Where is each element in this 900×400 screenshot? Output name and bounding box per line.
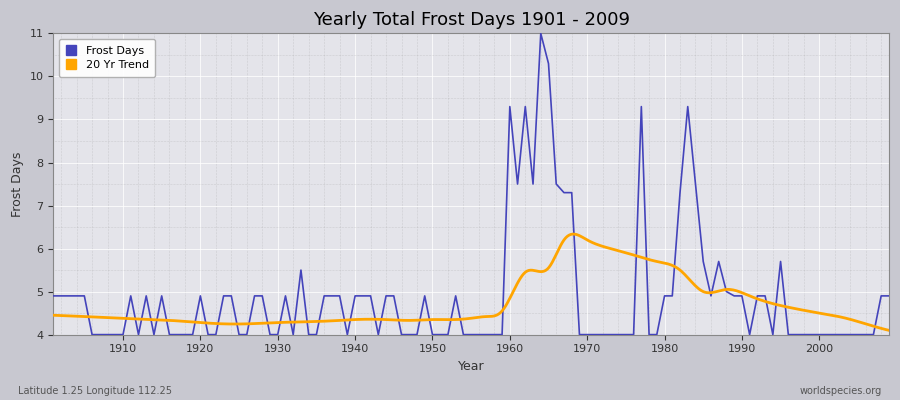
Y-axis label: Frost Days: Frost Days	[11, 151, 24, 217]
Frost Days	[334, 294, 345, 298]
20 Yr Trend	[48, 313, 58, 318]
Legend: Frost Days, 20 Yr Trend: Frost Days, 20 Yr Trend	[58, 39, 156, 77]
Text: Latitude 1.25 Longitude 112.25: Latitude 1.25 Longitude 112.25	[18, 386, 172, 396]
Frost Days	[118, 332, 129, 337]
Frost Days	[48, 294, 58, 298]
20 Yr Trend	[734, 290, 745, 294]
Line: 20 Yr Trend: 20 Yr Trend	[53, 234, 889, 330]
Title: Yearly Total Frost Days 1901 - 2009: Yearly Total Frost Days 1901 - 2009	[312, 11, 630, 29]
X-axis label: Year: Year	[458, 360, 484, 373]
20 Yr Trend	[445, 317, 455, 322]
20 Yr Trend	[569, 232, 580, 236]
Frost Days	[884, 294, 895, 298]
Frost Days	[504, 104, 515, 109]
20 Yr Trend	[500, 304, 511, 309]
Frost Days	[86, 332, 97, 337]
Frost Days	[288, 332, 299, 337]
20 Yr Trend	[884, 328, 895, 333]
Frost Days	[536, 31, 546, 36]
Line: Frost Days: Frost Days	[53, 34, 889, 335]
Text: worldspecies.org: worldspecies.org	[800, 386, 882, 396]
20 Yr Trend	[450, 317, 461, 322]
Frost Days	[613, 332, 624, 337]
20 Yr Trend	[545, 262, 556, 267]
Frost Days	[512, 182, 523, 186]
20 Yr Trend	[865, 323, 876, 328]
